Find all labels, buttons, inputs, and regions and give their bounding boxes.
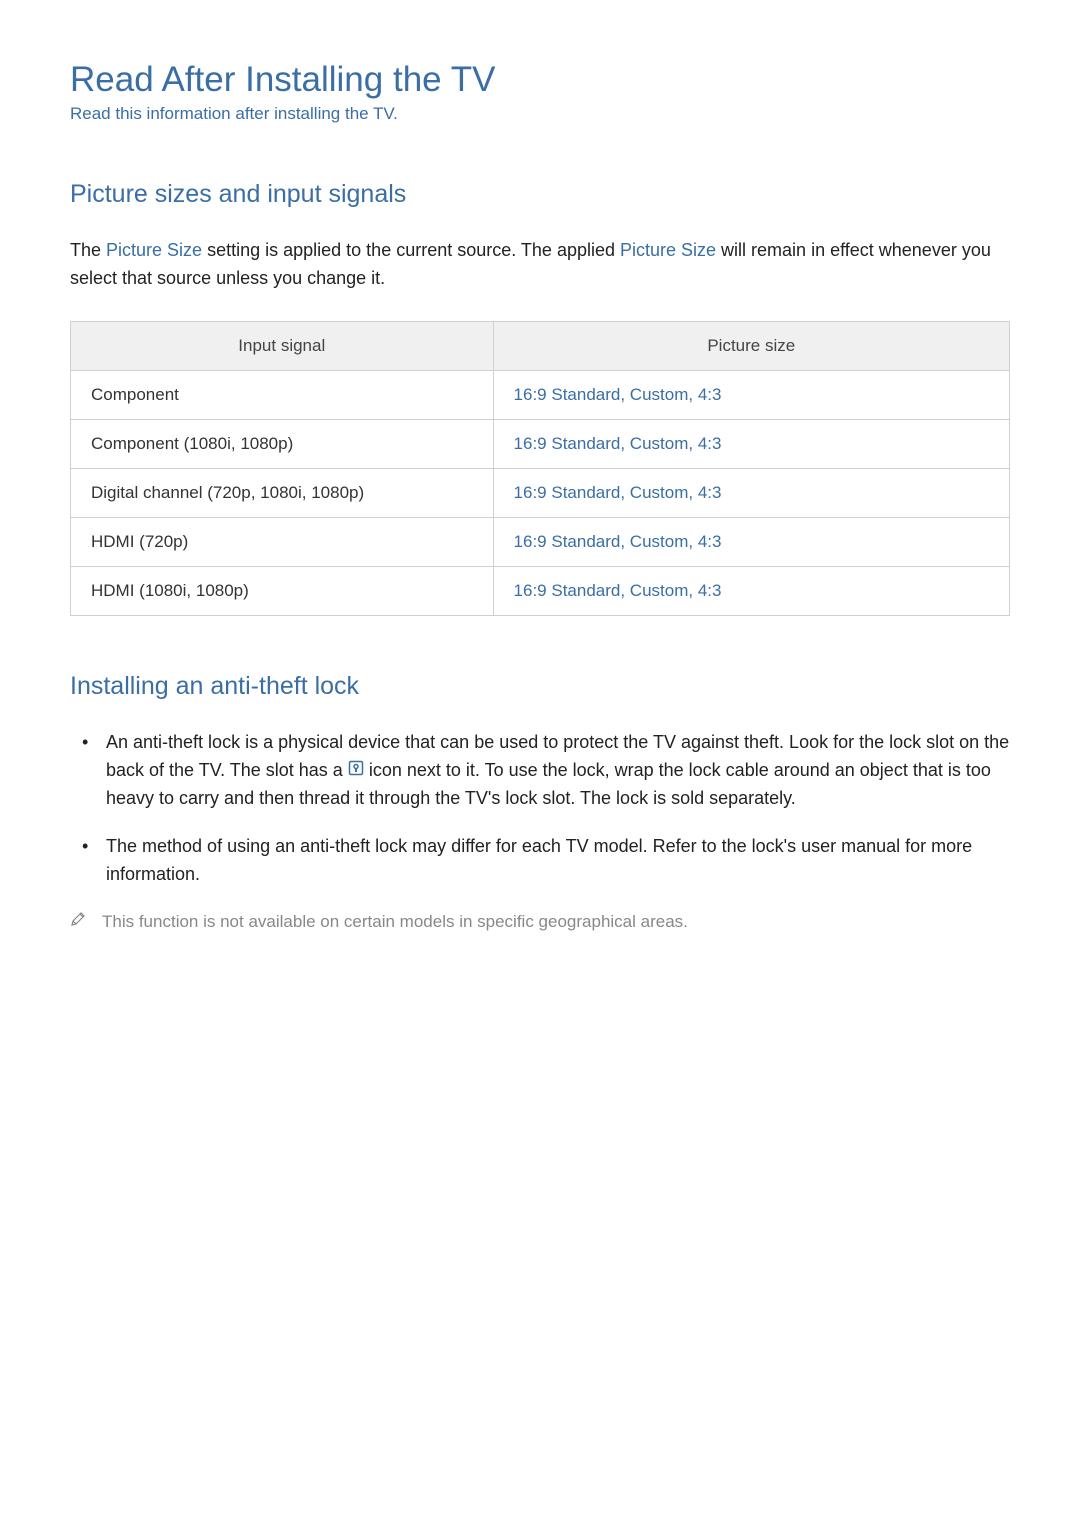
section-anti-theft-title: Installing an anti-theft lock <box>70 672 1010 701</box>
col-picture-size: Picture size <box>493 321 1009 370</box>
picture-size-link-2: Picture Size <box>620 240 716 260</box>
cell-input: HDMI (720p) <box>71 517 494 566</box>
picture-size-link-1: Picture Size <box>106 240 202 260</box>
cell-size: 16:9 Standard, Custom, 4:3 <box>493 370 1009 419</box>
cell-input: Component (1080i, 1080p) <box>71 419 494 468</box>
section-picture-sizes-title: Picture sizes and input signals <box>70 180 1010 209</box>
cell-size: 16:9 Standard, Custom, 4:3 <box>493 468 1009 517</box>
page-title: Read After Installing the TV <box>70 60 1010 100</box>
picture-size-intro: The Picture Size setting is applied to t… <box>70 237 1010 293</box>
table-row: Component 16:9 Standard, Custom, 4:3 <box>71 370 1010 419</box>
cell-size: 16:9 Standard, Custom, 4:3 <box>493 517 1009 566</box>
table-row: HDMI (720p) 16:9 Standard, Custom, 4:3 <box>71 517 1010 566</box>
table-row: HDMI (1080i, 1080p) 16:9 Standard, Custo… <box>71 566 1010 615</box>
list-item: The method of using an anti-theft lock m… <box>106 833 1010 889</box>
cell-input: Component <box>71 370 494 419</box>
cell-size: 16:9 Standard, Custom, 4:3 <box>493 566 1009 615</box>
intro-text-2: setting is applied to the current source… <box>202 240 620 260</box>
picture-size-table: Input signal Picture size Component 16:9… <box>70 321 1010 616</box>
note-text: This function is not available on certai… <box>102 909 688 935</box>
anti-theft-list: An anti-theft lock is a physical device … <box>70 729 1010 889</box>
kensington-lock-icon <box>348 757 364 785</box>
list-item: An anti-theft lock is a physical device … <box>106 729 1010 813</box>
table-row: Component (1080i, 1080p) 16:9 Standard, … <box>71 419 1010 468</box>
note-row: This function is not available on certai… <box>70 909 1010 935</box>
intro-text-1: The <box>70 240 106 260</box>
table-row: Digital channel (720p, 1080i, 1080p) 16:… <box>71 468 1010 517</box>
cell-size: 16:9 Standard, Custom, 4:3 <box>493 419 1009 468</box>
note-pencil-icon <box>70 911 86 932</box>
cell-input: HDMI (1080i, 1080p) <box>71 566 494 615</box>
cell-input: Digital channel (720p, 1080i, 1080p) <box>71 468 494 517</box>
table-header-row: Input signal Picture size <box>71 321 1010 370</box>
col-input-signal: Input signal <box>71 321 494 370</box>
page-subtitle: Read this information after installing t… <box>70 104 1010 124</box>
